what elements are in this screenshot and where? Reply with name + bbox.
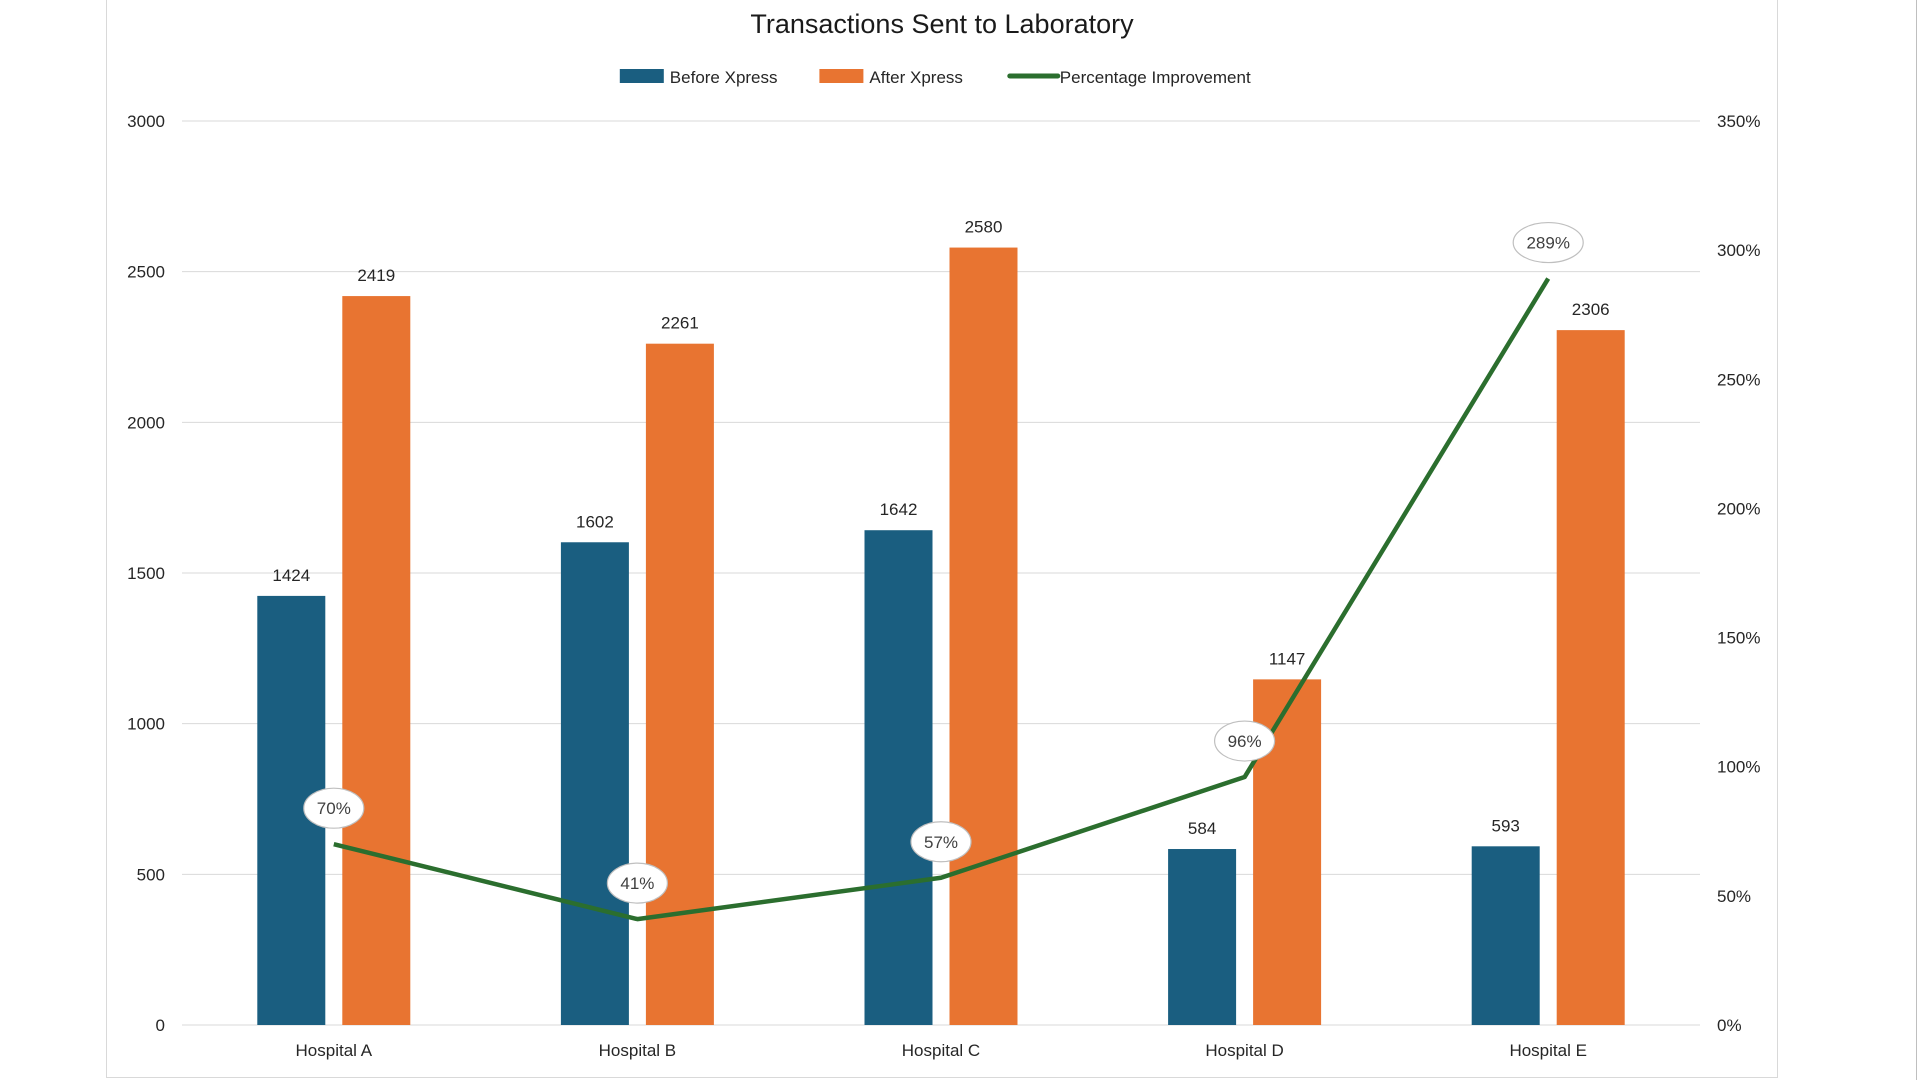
left-tick-label: 2000 (127, 413, 165, 432)
legend-label: Before Xpress (670, 68, 778, 87)
legend-swatch (619, 69, 664, 83)
bar (560, 542, 629, 1025)
left-tick-label: 500 (137, 865, 165, 884)
left-tick-label: 1500 (127, 564, 165, 583)
bar-data-label: 584 (1188, 819, 1216, 838)
right-tick-label: 200% (1717, 499, 1760, 518)
line-series: 70% 41% 57% 96% 289% (303, 221, 1584, 922)
right-tick-label: 350% (1717, 112, 1760, 131)
left-tick-label: 1000 (127, 715, 165, 734)
legend-item: Percentage Improvement (1007, 68, 1251, 87)
percent-data-label: 41% (620, 874, 654, 893)
category-label: Hospital D (1205, 1041, 1283, 1060)
bar (864, 530, 933, 1025)
bar-data-label: 2580 (965, 218, 1003, 237)
left-tick-label: 0 (156, 1016, 165, 1035)
right-tick-label: 0% (1717, 1016, 1742, 1035)
right-axis: 0% 50% 100% 150% 200% 250% 300% 350% (1717, 112, 1760, 1035)
percent-label-bubble (303, 787, 365, 829)
percent-label-bubble (1512, 221, 1584, 264)
left-tick-label: 2500 (127, 263, 165, 282)
right-tick-label: 50% (1717, 887, 1751, 906)
bar-data-label: 1424 (272, 566, 310, 585)
category-axis: Hospital A Hospital B Hospital C Hospital D… (296, 1041, 1587, 1060)
right-tick-label: 100% (1717, 758, 1760, 777)
bar-data-label: 2306 (1572, 300, 1610, 319)
bar (342, 296, 411, 1025)
window-edge-divider (1916, 0, 1917, 1080)
legend: Before Xpress After Xpress Percentage Impr… (619, 68, 1251, 87)
bars: 1424 2419 1602 2261 1642 2580 584 1147 593 2306 (257, 218, 1625, 1026)
right-tick-label: 250% (1717, 370, 1760, 389)
category-label: Hospital B (599, 1041, 676, 1060)
bar-data-label: 1642 (880, 500, 918, 519)
percent-label-bubble (910, 821, 972, 863)
percent-data-label: 289% (1526, 234, 1569, 253)
legend-label: Percentage Improvement (1060, 68, 1251, 87)
chart-title: Transactions Sent to Laboratory (750, 9, 1134, 39)
bar-data-label: 1602 (576, 512, 614, 531)
bar-data-label: 2261 (661, 314, 699, 333)
percent-label-bubble (1213, 720, 1276, 762)
category-label: Hospital E (1509, 1041, 1586, 1060)
legend-item: After Xpress (819, 68, 963, 87)
right-tick-label: 150% (1717, 629, 1760, 648)
bar-data-label: 1147 (1269, 649, 1306, 668)
bar (1471, 846, 1540, 1025)
category-label: Hospital A (296, 1041, 373, 1060)
legend-item: Before Xpress (619, 68, 778, 87)
right-tick-label: 300% (1717, 241, 1760, 260)
percent-data-label: 57% (924, 833, 958, 852)
category-label: Hospital C (902, 1041, 980, 1060)
left-tick-label: 3000 (127, 112, 165, 131)
bar (1556, 330, 1625, 1025)
bar (645, 343, 714, 1026)
percent-data-label: 70% (317, 799, 351, 818)
percentage-improvement-line (333, 277, 1551, 922)
percent-label-bubble (606, 862, 669, 904)
legend-swatch (819, 69, 864, 83)
bar-data-label: 2419 (357, 266, 395, 285)
left-axis: 0 500 1000 1500 2000 2500 3000 (127, 112, 165, 1035)
gridlines (182, 120, 1700, 1026)
bar-data-label: 593 (1492, 816, 1520, 835)
legend-label: After Xpress (869, 68, 963, 87)
bar (949, 247, 1018, 1025)
percent-data-label: 96% (1228, 732, 1262, 751)
bar (1168, 849, 1237, 1025)
